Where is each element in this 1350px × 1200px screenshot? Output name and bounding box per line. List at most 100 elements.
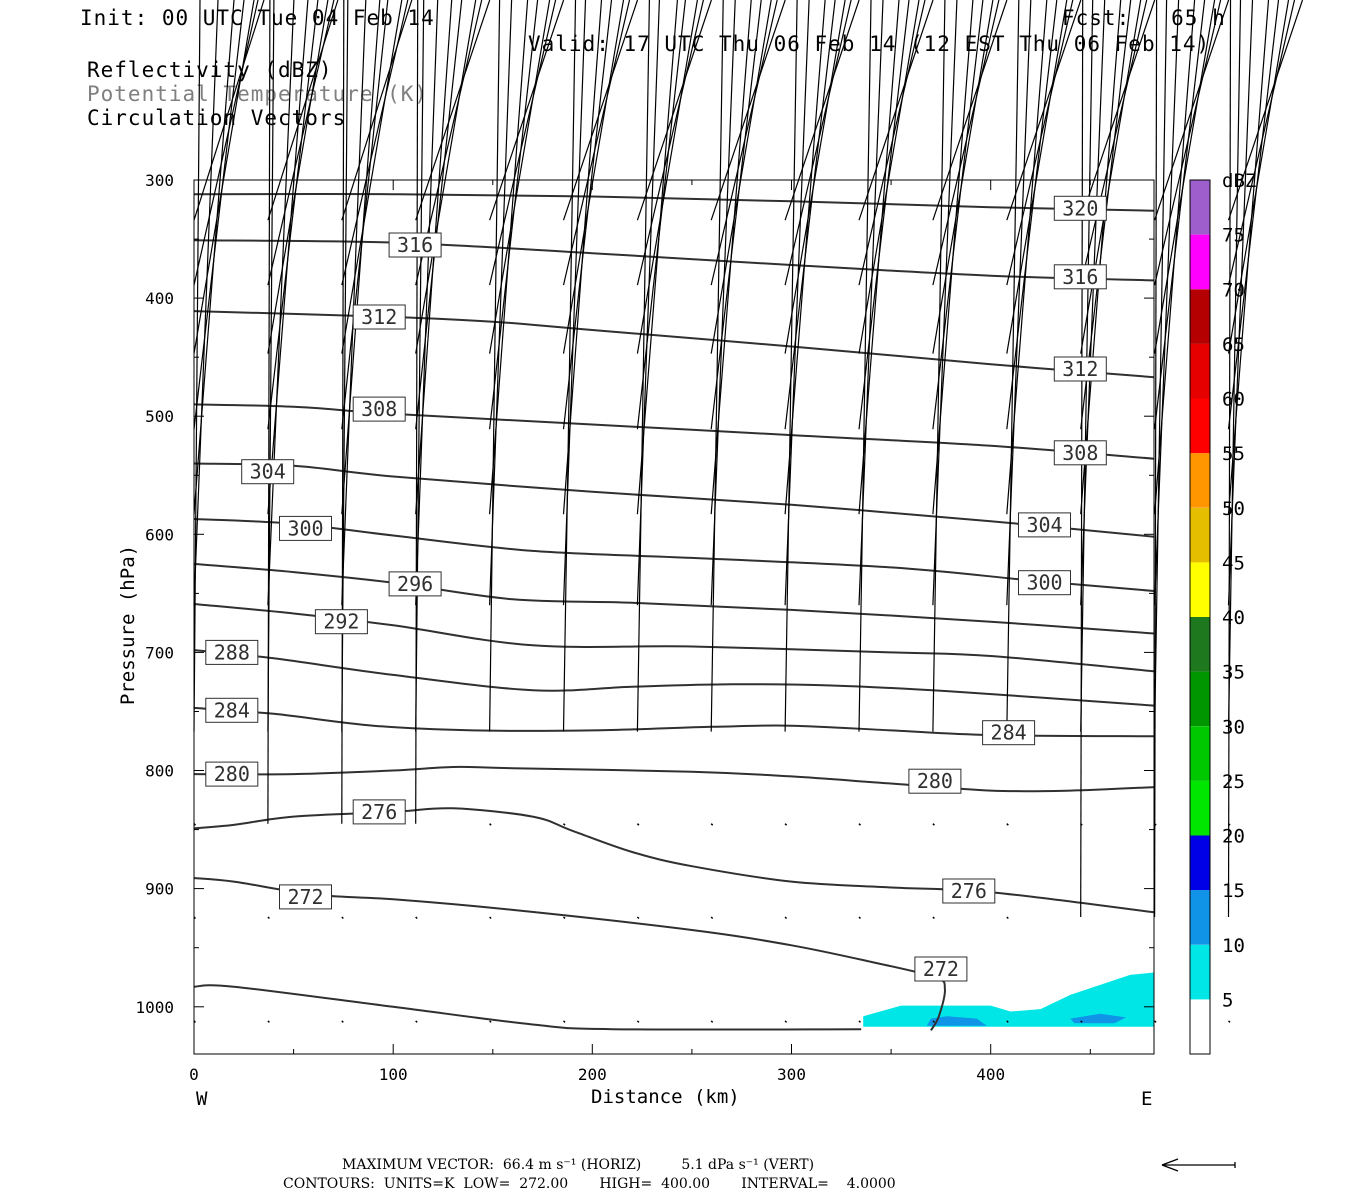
circulation-vector [415, 0, 463, 430]
vector-dot [489, 1020, 492, 1023]
contour-label-296: 296 [388, 571, 442, 597]
contour-label-text: 280 [917, 769, 953, 793]
x-tick-label: 300 [777, 1065, 806, 1084]
circulation-vector [933, 0, 984, 430]
vector-dot [1006, 1020, 1009, 1023]
colorbar-tick-label: 70 [1222, 279, 1245, 301]
colorbar-tick-label: 65 [1222, 334, 1245, 356]
circulation-vector [416, 0, 419, 824]
vector-shaft [1153, 0, 1158, 918]
vector-shaft [193, 0, 201, 732]
x-tick-label: 100 [379, 1065, 408, 1084]
circulation-vector [415, 0, 491, 221]
y-tick-label: 800 [145, 762, 174, 781]
vector-shaft [489, 0, 565, 221]
contour-label-box [388, 571, 442, 597]
vector-shaft [193, 0, 259, 286]
vector-shaft [341, 0, 403, 354]
vector-shaft [193, 0, 245, 430]
vector-dot [1227, 1020, 1231, 1023]
circulation-vector [564, 0, 577, 732]
colorbar-tick-label: 25 [1222, 771, 1245, 793]
circulation-vector [564, 0, 631, 286]
valid-time: Valid: 17 UTC Thu 06 Feb 14 (12 EST Thu … [528, 32, 1211, 56]
contour-label-312: 312 [352, 304, 406, 330]
circulation-vector [342, 0, 389, 430]
theta-contour-312 [193, 310, 1155, 379]
colorbar-swatch [1190, 234, 1210, 290]
circulation-vector-layer [193, 0, 1304, 1023]
x-tick-label: 200 [578, 1065, 607, 1084]
theta-contour-296 [193, 562, 1155, 635]
vector-shaft [1154, 0, 1168, 732]
circulation-vector [564, 0, 639, 221]
contour-label-text: 288 [214, 640, 250, 664]
contour-label-text: 312 [361, 305, 397, 329]
colorbar-tick-label: 40 [1222, 607, 1245, 629]
reflectivity-area-2 [1070, 1013, 1127, 1024]
contour-label-272: 272 [279, 884, 332, 910]
contour-label-312: 312 [1053, 356, 1107, 382]
circulation-vector [489, 0, 565, 221]
contour-label-text: 276 [361, 800, 397, 824]
colorbar-swatch [1190, 180, 1210, 235]
vector-dot [932, 823, 935, 826]
y-tick-label: 300 [145, 171, 174, 190]
circulation-vector [785, 0, 836, 430]
vector-dot [858, 916, 862, 920]
y-tick-label: 700 [145, 643, 174, 662]
circulation-vector [564, 0, 613, 430]
y-tick-label: 500 [145, 407, 174, 426]
colorbar-tick-label: 55 [1222, 443, 1245, 465]
contour-label-box [1053, 440, 1107, 466]
contour-label-box [1018, 512, 1071, 538]
vector-shaft [193, 0, 265, 221]
contour-label-box [352, 396, 406, 422]
vector-shaft [784, 0, 798, 732]
vector-shaft [1227, 0, 1232, 918]
circulation-vector [268, 0, 271, 824]
contour-label-text: 272 [923, 957, 959, 981]
colorbar-tick-label: 75 [1222, 225, 1245, 247]
contour-label-box [352, 304, 406, 330]
contour-label-layer: 272 272 276 276 280 280 284 284 288 292 296 300 300 3… [205, 195, 1107, 982]
contour-label-box [205, 697, 259, 723]
colorbar-swatch [1190, 780, 1210, 836]
vector-dot [415, 1020, 418, 1023]
vector-dot [1080, 1020, 1083, 1023]
contour-label-box [942, 878, 996, 904]
contour-label-box [1053, 195, 1107, 221]
y-tick-label: 1000 [135, 998, 174, 1017]
colorbar-swatch [1190, 671, 1210, 727]
theta-contour-304 [193, 462, 1155, 538]
contour-label-text: 296 [397, 572, 433, 596]
vector-shaft [1006, 0, 1020, 732]
circulation-vector [342, 0, 367, 606]
contour-label-box [279, 515, 332, 541]
contour-label-box [388, 232, 442, 258]
vector-shaft [415, 0, 491, 221]
circulation-vector [193, 0, 265, 221]
circulation-vector [933, 0, 946, 732]
colorbar: 5 10 15 20 25 30 35 40 45 50 55 60 65 70 75 dBZ [1189, 170, 1256, 1055]
circulation-vector [416, 0, 477, 354]
contour-label-272: 272 [914, 956, 968, 982]
vector-shaft [562, 0, 625, 354]
circulation-vector [490, 0, 551, 354]
field-theta-label: Potential Temperature (K) [87, 82, 429, 106]
vector-shaft [415, 0, 463, 430]
vector-dot [341, 1020, 344, 1023]
colorbar-title: dBZ [1222, 170, 1256, 192]
contour-label-284: 284 [982, 720, 1036, 746]
y-tick-label: 600 [145, 525, 174, 544]
contour-label-320: 320 [1053, 195, 1107, 221]
vector-dot [710, 1020, 714, 1023]
contour-label-text: 316 [1062, 265, 1098, 289]
vector-shaft [858, 0, 910, 430]
contour-label-box [908, 768, 962, 794]
vector-dot [489, 916, 492, 920]
circulation-vector [342, 0, 413, 221]
circulation-vector [341, 0, 403, 354]
colorbar-tick-label: 15 [1222, 880, 1245, 902]
contour-label-text: 300 [287, 516, 323, 540]
